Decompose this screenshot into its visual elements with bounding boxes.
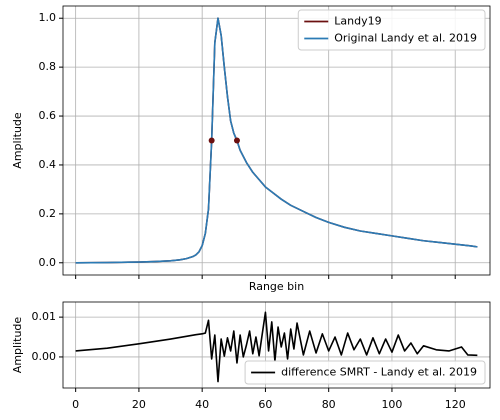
x-tick-label: 120 (445, 398, 466, 411)
y-tick-label: 0.2 (39, 207, 57, 220)
point (208, 137, 215, 144)
y-axis-label: Amplitude (11, 317, 24, 374)
x-tick-label: 100 (381, 398, 402, 411)
x-tick-label: 0 (72, 398, 79, 411)
axes-frame (62, 5, 491, 276)
series-line (75, 311, 478, 383)
y-tick-label: 1.0 (39, 11, 57, 24)
series-line (75, 17, 478, 264)
x-tick-label: 20 (132, 398, 146, 411)
y-tick-label: 0.0 (39, 256, 57, 269)
x-tick-label: 40 (195, 398, 209, 411)
x-axis-label: Range bin (249, 280, 304, 293)
x-tick-label: 80 (322, 398, 336, 411)
y-tick-label: 0.00 (32, 350, 57, 363)
legend: Landy19 Original Landy et al. 2019 (297, 9, 486, 51)
point (233, 137, 240, 144)
y-tick-label: 0.01 (32, 310, 57, 323)
series-line (75, 17, 478, 264)
y-tick-label: 0.4 (39, 158, 57, 171)
y-tick-label: 0.8 (39, 60, 57, 73)
legend-box (244, 360, 486, 385)
legend-label: difference SMRT - Landy et al. 2019 (281, 366, 477, 379)
axes-frame (62, 301, 491, 389)
legend-label: Landy19 (334, 15, 381, 28)
legend: difference SMRT - Landy et al. 2019 (244, 360, 486, 385)
legend-label: Original Landy et al. 2019 (334, 32, 477, 45)
x-tick-label: 60 (258, 398, 272, 411)
y-tick-label: 0.6 (39, 109, 57, 122)
legend-box (297, 9, 486, 51)
y-axis-label: Amplitude (11, 112, 24, 169)
